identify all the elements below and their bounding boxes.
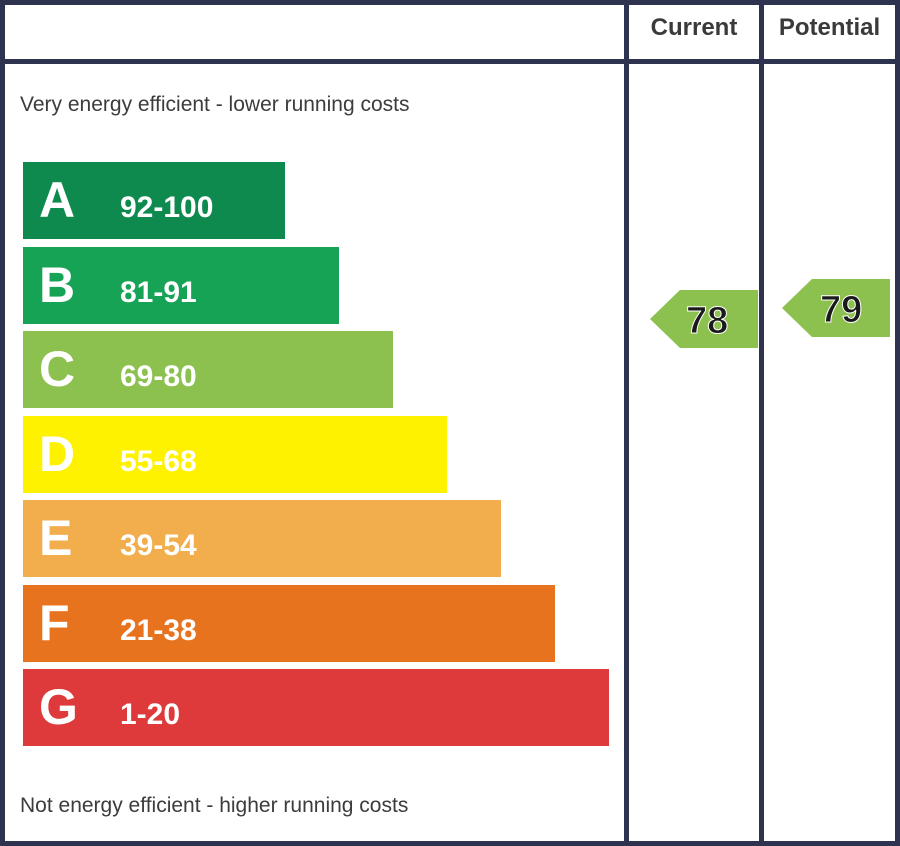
bottom-caption: Not energy efficient - higher running co… <box>20 794 409 817</box>
current-column-header: Current <box>650 14 738 41</box>
band-letter: D <box>39 425 76 482</box>
band-letter: E <box>39 510 73 566</box>
band-range: 39-54 <box>120 529 197 562</box>
band-b: B 81-91 <box>23 246 339 324</box>
band-letter: A <box>39 172 76 228</box>
band-g: G 1-20 <box>23 669 609 746</box>
potential-arrow-shape <box>782 279 890 338</box>
current-rating-arrow: 78 <box>650 290 758 353</box>
band-range: 69-80 <box>120 360 197 393</box>
potential-rating-value: 79 <box>819 289 863 332</box>
band-d: D 55-68 <box>23 415 447 493</box>
band-letter: B <box>39 256 76 313</box>
band-letter: G <box>39 679 78 735</box>
header-divider <box>0 59 900 64</box>
band-range: 92-100 <box>120 191 214 224</box>
column-divider-potential <box>759 0 764 846</box>
band-f: F 21-38 <box>23 584 555 662</box>
band-a: A 92-100 <box>23 162 285 239</box>
band-letter: F <box>39 594 70 651</box>
current-rating-value: 78 <box>685 300 729 343</box>
current-arrow-shape <box>650 290 758 349</box>
band-range: 81-91 <box>120 275 197 309</box>
band-letter: C <box>39 341 76 397</box>
top-caption: Very energy efficient - lower running co… <box>20 93 410 116</box>
band-e: E 39-54 <box>23 500 501 577</box>
band-range: 21-38 <box>120 613 197 647</box>
band-range: 55-68 <box>120 444 197 478</box>
band-c: C 69-80 <box>23 331 393 408</box>
potential-column-header: Potential <box>778 14 881 41</box>
band-range: 1-20 <box>120 698 181 731</box>
potential-rating-arrow: 79 <box>782 279 890 342</box>
column-divider-current <box>624 0 629 846</box>
